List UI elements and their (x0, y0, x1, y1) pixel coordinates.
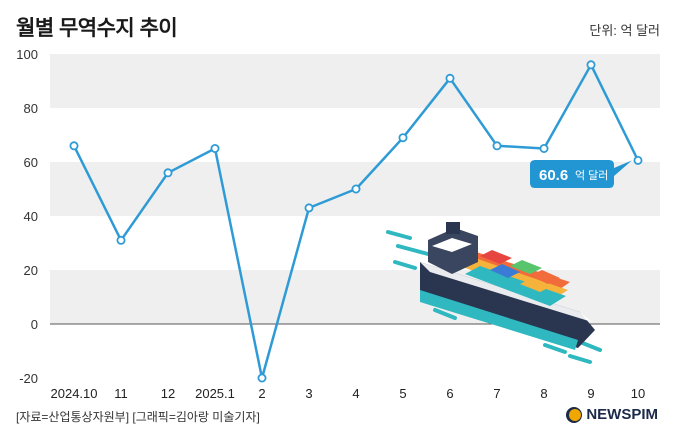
x-tick-label: 2025.1 (195, 386, 235, 401)
data-point (69, 141, 79, 151)
data-point (304, 203, 314, 213)
x-tick-label: 12 (161, 386, 175, 401)
data-point (539, 143, 549, 153)
y-axis-ticks: -20 0 20 40 60 80 100 (16, 47, 38, 386)
callout-bubble (530, 160, 632, 188)
x-tick-label: 10 (631, 386, 645, 401)
x-tick-label: 5 (399, 386, 406, 401)
data-point (586, 60, 596, 70)
x-tick-label: 8 (540, 386, 547, 401)
y-tick-label: 100 (16, 47, 38, 62)
x-axis-ticks: 2024.10 11 12 2025.1 2 3 4 5 6 7 8 9 10 (51, 386, 646, 401)
data-point (445, 73, 455, 83)
container-ship-icon (386, 222, 602, 364)
grid-band (50, 54, 660, 108)
chart-title: 월별 무역수지 추이 (16, 17, 178, 40)
x-tick-label: 3 (305, 386, 312, 401)
newspim-logo: NEWSPIM (566, 406, 658, 423)
data-points (69, 60, 643, 383)
unit-label: 단위: 억 달러 (589, 23, 660, 38)
data-point (257, 373, 267, 383)
source-credit: [자료=산업통상자원부] [그래픽=김아랑 미술기자] (16, 410, 260, 424)
data-point (351, 184, 361, 194)
x-tick-label: 2024.10 (51, 386, 98, 401)
data-point (633, 155, 643, 165)
data-point (163, 168, 173, 178)
logo-text: NEWSPIM (586, 406, 658, 423)
y-tick-label: 20 (24, 263, 38, 278)
x-tick-label: 11 (114, 386, 128, 401)
callout-unit: 억 달러 (575, 169, 608, 182)
data-point (492, 141, 502, 151)
x-tick-label: 9 (587, 386, 594, 401)
x-tick-label: 7 (493, 386, 500, 401)
newspim-logo-icon (566, 406, 583, 423)
data-point (116, 235, 126, 245)
x-tick-label: 4 (352, 386, 359, 401)
data-point (398, 133, 408, 143)
x-tick-label: 6 (446, 386, 453, 401)
value-callout: 60.6 억 달러 (530, 160, 632, 188)
data-point (210, 143, 220, 153)
y-tick-label: 60 (24, 155, 38, 170)
y-tick-label: 0 (31, 317, 38, 332)
x-tick-label: 2 (258, 386, 265, 401)
y-tick-label: 40 (24, 209, 38, 224)
y-tick-label: -20 (19, 371, 38, 386)
callout-value: 60.6 (539, 167, 568, 184)
y-tick-label: 80 (24, 101, 38, 116)
